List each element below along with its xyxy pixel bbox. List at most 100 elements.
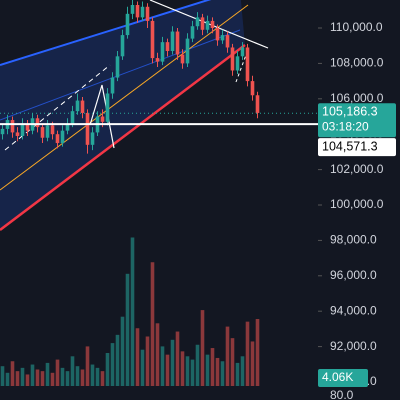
y-tick-label: 102,000.0 bbox=[330, 162, 384, 176]
volume-label-box bbox=[318, 369, 368, 387]
y-tick-label: 96,000.0 bbox=[330, 268, 377, 282]
channel-middle bbox=[0, 4, 249, 191]
candle-body bbox=[150, 20, 155, 59]
volume-bar bbox=[50, 372, 55, 386]
candle-body bbox=[0, 128, 5, 135]
volume-bar bbox=[150, 262, 155, 386]
candle-body bbox=[60, 130, 65, 144]
volume-bar bbox=[20, 367, 25, 386]
candle-body bbox=[210, 20, 215, 29]
volume-bar bbox=[195, 344, 200, 386]
candle-body bbox=[125, 13, 130, 36]
candle-body bbox=[50, 125, 55, 135]
volume-bar bbox=[95, 367, 100, 386]
volume-bar bbox=[25, 374, 30, 386]
volume-axis-label: 80.0 bbox=[330, 388, 354, 400]
candle-body bbox=[85, 112, 90, 145]
y-tick-label: 110,000.0 bbox=[330, 20, 383, 34]
candle-body bbox=[225, 35, 230, 48]
candle-body bbox=[75, 100, 80, 112]
candle-body bbox=[200, 17, 205, 30]
volume-bar bbox=[200, 310, 205, 386]
candle-body bbox=[115, 56, 120, 78]
volume-bar bbox=[65, 371, 70, 386]
volume-bar bbox=[135, 328, 140, 386]
candle-body bbox=[135, 4, 140, 18]
candle-body bbox=[45, 125, 50, 138]
volume-bar bbox=[140, 349, 145, 386]
volume-bar bbox=[180, 351, 185, 386]
candle-body bbox=[25, 123, 30, 131]
volume-bar bbox=[115, 334, 120, 386]
candle-body bbox=[120, 35, 125, 57]
channel-upper bbox=[0, 0, 212, 66]
candle-body bbox=[220, 35, 225, 41]
candle-body bbox=[20, 123, 25, 136]
candle-body bbox=[195, 17, 200, 27]
volume-bar bbox=[190, 359, 195, 386]
candle-body bbox=[240, 47, 245, 57]
volume-bar bbox=[105, 353, 110, 386]
volume-bar bbox=[205, 354, 210, 386]
candle-body bbox=[255, 95, 260, 113]
volume-bar bbox=[245, 321, 250, 386]
volume-bar bbox=[235, 362, 240, 386]
candle-body bbox=[110, 77, 115, 94]
candle-body bbox=[80, 100, 85, 113]
candle-body bbox=[185, 38, 190, 64]
volume-bar bbox=[45, 362, 50, 386]
volume-bar bbox=[175, 331, 180, 386]
candle-body bbox=[235, 56, 240, 71]
level-price-box bbox=[318, 138, 396, 157]
volume-bar bbox=[170, 339, 175, 386]
volume-bar bbox=[10, 361, 15, 386]
volume-bar bbox=[210, 348, 215, 386]
level-price-label: 104,571.3 bbox=[322, 139, 378, 153]
volume-bar bbox=[255, 319, 260, 386]
volume-bar bbox=[40, 371, 45, 386]
volume-bar bbox=[160, 346, 165, 386]
y-tick-label: 108,000.0 bbox=[330, 56, 384, 70]
volume-bar bbox=[35, 369, 40, 386]
volume-bar bbox=[5, 372, 10, 386]
last-price-label: 105,186.3 bbox=[322, 105, 378, 119]
volume-bar bbox=[30, 364, 35, 386]
volume-bar bbox=[60, 367, 65, 386]
volume-bar bbox=[0, 366, 5, 386]
candle-body bbox=[160, 42, 165, 62]
candle-body bbox=[215, 28, 220, 41]
volume-bar bbox=[145, 336, 150, 386]
candle-body bbox=[10, 120, 15, 133]
last-price-box bbox=[318, 103, 396, 138]
candle-body bbox=[65, 123, 70, 131]
volume-bar bbox=[90, 364, 95, 386]
volume-bar bbox=[55, 359, 60, 386]
candle-body bbox=[230, 47, 235, 71]
volume-bar bbox=[15, 371, 20, 386]
candle-body bbox=[205, 20, 210, 30]
countdown: 03:18:20 bbox=[322, 119, 369, 133]
candle-body bbox=[145, 6, 150, 21]
candle-body bbox=[15, 132, 20, 136]
candle-body bbox=[35, 118, 40, 128]
candle-body bbox=[55, 134, 60, 144]
candle-body bbox=[140, 6, 145, 18]
y-tick-label: 98,000.0 bbox=[330, 233, 377, 247]
candle-body bbox=[180, 54, 185, 64]
volume-bar bbox=[100, 371, 105, 386]
volume-bar bbox=[110, 343, 115, 386]
candle-body bbox=[105, 93, 110, 122]
y-tick-label: 100,000.0 bbox=[330, 197, 384, 211]
candle-body bbox=[190, 26, 195, 39]
candle-body bbox=[250, 81, 255, 96]
y-tick-label: 94,000.0 bbox=[330, 303, 377, 317]
volume-bar bbox=[185, 356, 190, 386]
candle-body bbox=[40, 127, 45, 138]
y-tick-label: 106,000.0 bbox=[330, 91, 384, 105]
channel-inner bbox=[0, 29, 241, 121]
volume-bar bbox=[80, 369, 85, 386]
volume-bar bbox=[130, 237, 135, 386]
volume-bar bbox=[120, 316, 125, 386]
candle-body bbox=[130, 4, 135, 14]
